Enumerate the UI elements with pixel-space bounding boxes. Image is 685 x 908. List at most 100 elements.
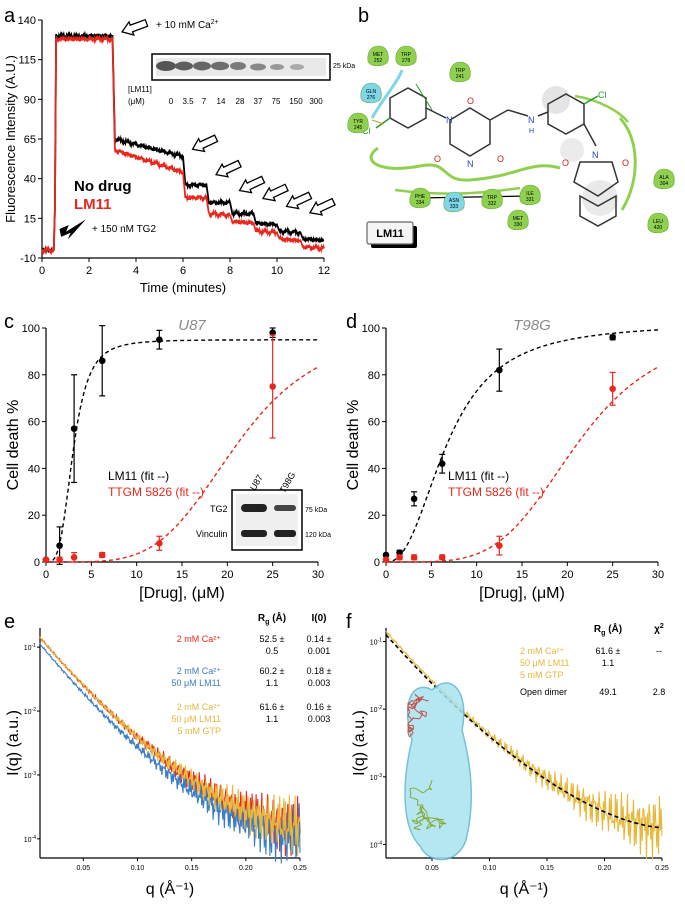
blot-concentration: 300 — [309, 97, 323, 106]
lm11-title-box: LM11 — [366, 221, 417, 248]
tg2-annotation: + 150 nM TG2 — [92, 224, 156, 235]
backbone-trace — [411, 702, 415, 706]
rg-value: 52.5 ± — [260, 634, 285, 644]
residue-node — [647, 212, 669, 234]
cond-label: 50 μM LM11 — [520, 658, 570, 668]
backbone-trace — [422, 698, 429, 702]
backbone-trace — [428, 816, 436, 820]
i0-error: 0.003 — [308, 678, 331, 688]
n-atom: N — [446, 115, 453, 125]
residue-number: 330 — [514, 222, 523, 228]
backbone-trace — [407, 719, 413, 724]
residue-number: 420 — [654, 225, 663, 231]
data-point — [496, 542, 503, 549]
benzo-ring — [579, 194, 617, 227]
x-tick-label: 2 — [86, 265, 92, 277]
blot-band — [274, 530, 296, 537]
backbone-trace — [418, 695, 424, 702]
lm11-title: LM11 — [376, 228, 404, 240]
y-tick-label: 40 — [368, 463, 380, 475]
y-tick-label: 0 — [34, 557, 40, 569]
blot-concentration: 0 — [169, 97, 174, 106]
residue-name: ALA — [659, 175, 669, 181]
residue-name: PHE — [415, 194, 426, 200]
backbone-trace — [412, 797, 419, 801]
backbone-trace — [416, 788, 424, 794]
backbone-trace — [409, 732, 414, 738]
y-tick-label: 40 — [28, 463, 40, 475]
y-tick-label: 65 — [24, 134, 36, 146]
blot-band — [211, 61, 229, 71]
i0-value: 0.18 ± — [307, 666, 332, 676]
backbone-trace — [414, 822, 418, 825]
rg-value: 49.1 — [599, 687, 617, 697]
pocket-contour — [618, 116, 637, 211]
backbone-trace — [408, 728, 414, 733]
data-point — [70, 554, 78, 561]
backbone-trace — [430, 779, 433, 784]
x-tick-label: 20 — [221, 569, 233, 581]
x-tick-label: 0.20 — [239, 865, 253, 872]
backbone-trace — [417, 828, 421, 831]
residue-number: 331 — [526, 197, 535, 203]
data-point — [98, 357, 106, 365]
x-tick-label: 30 — [652, 569, 664, 581]
blot-concentration: 75 — [272, 97, 281, 106]
i0-value: 0.16 ± — [307, 702, 332, 712]
domain-red-model — [407, 694, 429, 738]
imide-ring — [573, 161, 619, 197]
rg-error: 1.1 — [602, 658, 615, 668]
data-point — [396, 549, 403, 556]
x-tick-label: 8 — [227, 265, 233, 277]
cond-label: 50 μM LM11 — [171, 714, 221, 724]
rg-header: Rg (Å) — [258, 611, 286, 626]
residue-node — [519, 184, 541, 206]
backbone-trace — [416, 710, 423, 716]
y-tick-label: 60 — [368, 417, 380, 429]
x-tick-label: 10 — [471, 569, 483, 581]
n-atom: N — [592, 150, 599, 160]
blot-concentration: 3.5 — [182, 97, 194, 106]
x-tick-label: 0 — [43, 569, 49, 581]
blot-band — [230, 62, 246, 70]
backbone-trace — [439, 822, 445, 825]
backbone-trace — [413, 697, 419, 702]
data-point — [496, 366, 503, 374]
backbone-trace — [416, 799, 419, 806]
backbone-trace — [427, 817, 430, 822]
x-tick-label: 10 — [271, 265, 283, 277]
backbone-trace — [411, 705, 417, 712]
residue-node — [367, 45, 389, 67]
residue-name: MET — [373, 52, 384, 58]
data-point — [70, 425, 78, 432]
y-axis-label: I(q) (a.u.) — [351, 710, 368, 776]
blot-conc-label: [LM11] — [128, 85, 152, 94]
x-tick-label: 0 — [383, 569, 389, 581]
rg-error: 1.1 — [266, 714, 279, 724]
backbone-trace — [411, 699, 415, 702]
x-axis-label: Time (minutes) — [140, 280, 226, 295]
backbone-trace — [417, 699, 420, 702]
backbone-trace — [434, 817, 438, 820]
i0-value: 0.14 ± — [307, 634, 332, 644]
x-tick-label: 0.05 — [77, 865, 91, 872]
backbone-trace — [437, 818, 444, 821]
backbone-trace — [428, 782, 432, 788]
backbone-trace — [428, 820, 434, 825]
x-tick-label: 5 — [88, 569, 94, 581]
cond-label: 2 mM Ca²⁺ — [177, 666, 222, 676]
x-tick-label: 20 — [561, 569, 573, 581]
data-point — [382, 551, 390, 559]
backbone-trace — [422, 807, 428, 813]
backbone-trace — [416, 815, 422, 820]
saxs-curve — [385, 634, 663, 829]
backbone-trace — [407, 732, 410, 737]
chart-title: U87 — [178, 317, 206, 334]
panel-c-chart: 0 20 40 60 80 100 0 5 10 15 20 25 30 [Drug], (μM) Cell… — [5, 317, 324, 602]
barbiturate-ring — [449, 107, 491, 157]
backbone-trace — [407, 724, 411, 727]
residue-name: TYR — [353, 119, 363, 125]
pocket-contour — [574, 94, 629, 123]
x-tick-label: 0.25 — [293, 865, 307, 872]
chart-title: T98G — [513, 317, 551, 334]
